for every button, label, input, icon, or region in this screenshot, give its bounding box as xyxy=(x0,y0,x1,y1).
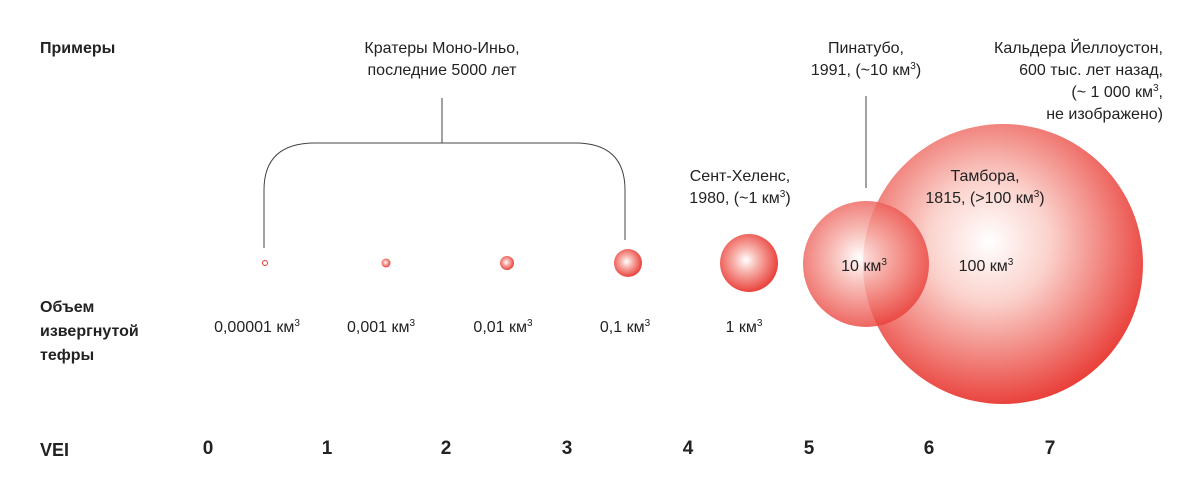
volume-label-line1: Объем xyxy=(40,299,95,316)
examples-row-label: Примеры xyxy=(40,40,116,57)
pinatubo-volume-label: 10 км3 xyxy=(841,257,887,276)
volume-label-vei2: 0,01 км3 xyxy=(473,318,533,337)
volume-label-line2: извергнутой xyxy=(40,323,139,340)
vei-value-0: 0 xyxy=(202,438,214,459)
circle-vei4 xyxy=(720,234,778,292)
vei-value-2: 2 xyxy=(440,438,452,459)
tambora-volume-label: 100 км3 xyxy=(958,257,1014,276)
vei-value-5: 5 xyxy=(803,438,815,459)
st-helens-label: Сент-Хеленс, 1980, (~1 км3) xyxy=(660,166,820,210)
volume-label-vei3: 0,1 км3 xyxy=(599,318,651,337)
mono-inyo-line2: последние 5000 лет xyxy=(367,62,517,79)
tambora-line2: 1815, (>100 км3) xyxy=(925,189,1045,208)
vei-value-4: 4 xyxy=(682,438,694,459)
pinatubo-line1: Пинатубо, xyxy=(827,40,904,57)
mono-inyo-label: Кратеры Моно-Иньо, последние 5000 лет xyxy=(330,38,554,82)
vei-value-1: 1 xyxy=(321,438,333,459)
pinatubo-label: Пинатубо, 1991, (~10 км3) xyxy=(796,38,936,82)
st-helens-line1: Сент-Хеленс, xyxy=(689,168,791,185)
yellowstone-line1: Кальдера Йеллоустон, xyxy=(994,40,1163,57)
pinatubo-line2: 1991, (~10 км3) xyxy=(810,61,922,80)
yellowstone-line3: (~ 1 000 км3, xyxy=(1071,83,1163,102)
tambora-line1: Тамбора, xyxy=(950,168,1020,185)
volume-label-line3: тефры xyxy=(40,347,95,364)
circle-vei1 xyxy=(381,258,391,268)
circle-tambora xyxy=(863,124,1143,404)
circle-pinatubo xyxy=(803,201,929,327)
volume-label-vei4: 1 км3 xyxy=(725,318,763,337)
mono-inyo-line1: Кратеры Моно-Иньо, xyxy=(364,40,520,57)
circle-vei3 xyxy=(614,249,642,277)
vei-value-3: 3 xyxy=(561,438,573,459)
volume-row-label: Объем извергнутой тефры xyxy=(40,296,139,368)
volume-label-vei1: 0,001 км3 xyxy=(346,318,416,337)
yellowstone-line4: не изображено) xyxy=(1046,106,1163,123)
vei-value-7: 7 xyxy=(1044,438,1056,459)
st-helens-line2: 1980, (~1 км3) xyxy=(689,189,791,208)
mono-inyo-bracket xyxy=(263,142,626,248)
vei-value-6: 6 xyxy=(923,438,935,459)
tambora-label: Тамбора, 1815, (>100 км3) xyxy=(905,166,1065,210)
yellowstone-line2: 600 тыс. лет назад, xyxy=(1019,62,1163,79)
circle-vei0 xyxy=(262,260,268,266)
circle-vei2 xyxy=(500,256,514,270)
yellowstone-label: Кальдера Йеллоустон, 600 тыс. лет назад,… xyxy=(960,38,1163,126)
volume-label-vei0: 0,00001 км3 xyxy=(214,318,300,337)
vei-row-label: VEI xyxy=(40,440,70,460)
